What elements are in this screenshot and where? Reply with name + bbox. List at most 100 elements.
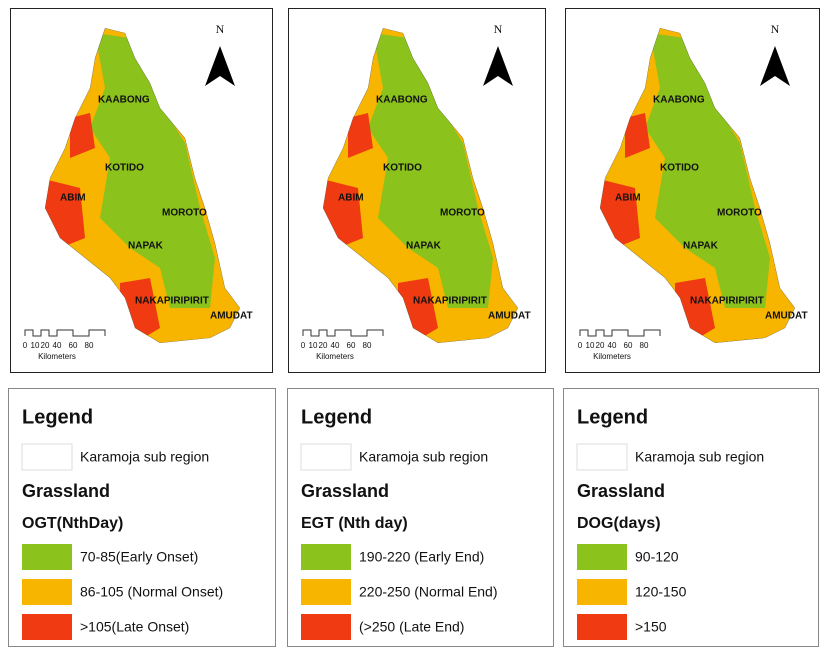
legend-item-label: >105(Late Onset) [80, 619, 189, 635]
scale-unit: Kilometers [316, 352, 354, 361]
district-label: AMUDAT [765, 311, 808, 322]
district-label: KOTIDO [660, 163, 699, 174]
region-late [323, 113, 438, 343]
region-early [368, 33, 493, 308]
north-label: N [494, 22, 503, 36]
scale-tick-label: 20 [596, 341, 605, 350]
legend-swatch [22, 544, 72, 570]
scale-bar [302, 329, 384, 337]
legend-swatch [301, 544, 351, 570]
variable-label: OGT(NthDay) [22, 515, 123, 532]
legend-title: Legend [301, 406, 372, 428]
region-early [645, 33, 770, 308]
map-area [323, 28, 518, 343]
scale-tick-label: 80 [363, 341, 372, 350]
scale-tick-label: 0 [578, 341, 583, 350]
legend-item-label: 86-105 (Normal Onset) [80, 584, 223, 600]
scale-tick-label: 10 [31, 341, 40, 350]
district-label: NAPAK [128, 241, 164, 252]
boundary-swatch [576, 443, 628, 471]
variable-label: DOG(days) [577, 515, 661, 532]
district-label: ABIM [615, 193, 641, 204]
legend-item-label: 90-120 [635, 549, 679, 565]
district-label: NAKAPIRIPIRIT [413, 296, 487, 307]
region-early [90, 33, 215, 308]
map-area [45, 28, 240, 343]
scale-bar [24, 329, 106, 337]
legend-swatch [22, 579, 72, 605]
scale-unit: Kilometers [38, 352, 76, 361]
scale-tick-label: 20 [41, 341, 50, 350]
legend-swatch [577, 614, 627, 640]
scale-tick-label: 0 [23, 341, 28, 350]
scale-tick-label: 60 [69, 341, 78, 350]
map-panel: KAABONG KOTIDO ABIM MOROTO NAPAK NAKAPIRIPIRI… [288, 8, 546, 373]
scale-tick-label: 60 [624, 341, 633, 350]
class-label: Grassland [22, 481, 110, 501]
district-label: ABIM [60, 193, 86, 204]
north-label: N [216, 22, 225, 36]
district-label: KAABONG [98, 95, 150, 106]
map-area [600, 28, 795, 343]
legend-swatch [577, 579, 627, 605]
region-late [600, 113, 715, 343]
scale-unit: Kilometers [593, 352, 631, 361]
scale-tick-label: 80 [85, 341, 94, 350]
district-label: MOROTO [440, 208, 485, 219]
district-label: KOTIDO [105, 163, 144, 174]
legend-item-label: >150 [635, 619, 667, 635]
district-label: AMUDAT [488, 311, 531, 322]
scale-tick-label: 0 [301, 341, 306, 350]
variable-label: EGT (Nth day) [301, 515, 408, 532]
legend-panel: Legend Karamoja sub region Grassland DOG(da… [563, 388, 819, 647]
class-label: Grassland [301, 481, 389, 501]
legend-swatch [22, 614, 72, 640]
scale-tick-label: 20 [319, 341, 328, 350]
north-arrow [483, 46, 513, 86]
north-label: N [771, 22, 780, 36]
district-label: NAKAPIRIPIRIT [690, 296, 764, 307]
district-label: ABIM [338, 193, 364, 204]
district-label: NAKAPIRIPIRIT [135, 296, 209, 307]
scale-bar [579, 329, 661, 337]
legend-title: Legend [22, 406, 93, 428]
boundary-swatch [21, 443, 73, 471]
north-arrow [205, 46, 235, 86]
district-label: AMUDAT [210, 311, 253, 322]
legend-panel: Legend Karamoja sub region Grassland EGT (N… [287, 388, 554, 647]
legend-swatch [301, 614, 351, 640]
legend-title: Legend [577, 406, 648, 428]
region-late [45, 113, 160, 343]
boundary-label: Karamoja sub region [80, 449, 209, 465]
district-label: KAABONG [653, 95, 705, 106]
legend-item-label: 190-220 (Early End) [359, 549, 484, 565]
class-label: Grassland [577, 481, 665, 501]
district-label: KAABONG [376, 95, 428, 106]
district-label: MOROTO [162, 208, 207, 219]
boundary-label: Karamoja sub region [359, 449, 488, 465]
boundary [323, 28, 518, 343]
north-arrow [760, 46, 790, 86]
legend-item-label: 70-85(Early Onset) [80, 549, 198, 565]
legend-item-label: (>250 (Late End) [359, 619, 464, 635]
scale-tick-label: 40 [331, 341, 340, 350]
district-label: MOROTO [717, 208, 762, 219]
scale-tick-label: 80 [640, 341, 649, 350]
legend-swatch [301, 579, 351, 605]
district-label: NAPAK [406, 241, 442, 252]
legend-swatch [577, 544, 627, 570]
district-label: NAPAK [683, 241, 719, 252]
district-label: KOTIDO [383, 163, 422, 174]
scale-tick-label: 60 [347, 341, 356, 350]
scale-tick-label: 40 [608, 341, 617, 350]
map-panel: KAABONG KOTIDO ABIM MOROTO NAPAK NAKAPIRIPIRI… [565, 8, 820, 373]
legend-panel: Legend Karamoja sub region Grassland OGT(Nt… [8, 388, 276, 647]
legend-item-label: 120-150 [635, 584, 687, 600]
scale-tick-label: 10 [309, 341, 318, 350]
scale-tick-label: 10 [586, 341, 595, 350]
boundary-label: Karamoja sub region [635, 449, 764, 465]
scale-tick-label: 40 [53, 341, 62, 350]
legend-item-label: 220-250 (Normal End) [359, 584, 498, 600]
map-panel: KAABONG KOTIDO ABIM MOROTO NAPAK NAKAPIRIPIRI… [10, 8, 273, 373]
